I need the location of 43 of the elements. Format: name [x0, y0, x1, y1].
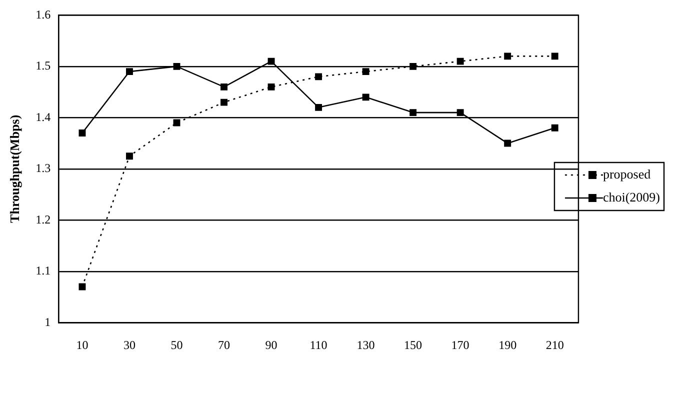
point [410, 109, 417, 116]
point [410, 62, 417, 70]
point [78, 130, 86, 137]
y-tick-label: 1.2 [36, 212, 51, 226]
x-tick-label: 170 [451, 338, 470, 352]
y-tick-label: 1.1 [36, 264, 51, 278]
point [504, 140, 512, 147]
point [362, 94, 370, 101]
point [456, 58, 464, 65]
x-tick-label: 190 [498, 338, 517, 352]
legend-label: proposed [602, 166, 652, 182]
point [126, 68, 133, 76]
point [315, 73, 322, 80]
point [551, 52, 558, 60]
point [173, 119, 180, 126]
y-tick-label: 1.4 [36, 110, 51, 124]
point [126, 152, 133, 160]
point [268, 58, 275, 65]
x-tick-label: 90 [265, 338, 278, 352]
y-tick-label: 1.5 [36, 58, 51, 73]
x-tick-label: 30 [123, 338, 136, 352]
y-tick-label: 1.3 [36, 161, 51, 176]
point [173, 62, 180, 70]
point [551, 124, 558, 132]
y-tick-label: 1.6 [36, 7, 51, 22]
x-tick-label: 50 [170, 338, 183, 352]
x-tick-label: 110 [310, 338, 328, 352]
point [268, 83, 275, 90]
y-axis-title: Throughput(Mbps) [7, 114, 22, 223]
x-tick-label: 210 [546, 338, 564, 352]
point [78, 283, 86, 290]
point [504, 52, 512, 60]
x-tick-label: 10 [76, 338, 88, 352]
x-tick-label: 150 [404, 338, 422, 352]
point [220, 98, 228, 106]
point [456, 109, 464, 116]
point [315, 104, 322, 111]
x-tick-label: 130 [356, 338, 375, 352]
legend-label: choi(2009) [602, 189, 660, 204]
point [362, 68, 370, 76]
y-tick-label: 1 [44, 314, 51, 329]
point [220, 83, 228, 90]
x-tick-label: 70 [218, 338, 230, 352]
